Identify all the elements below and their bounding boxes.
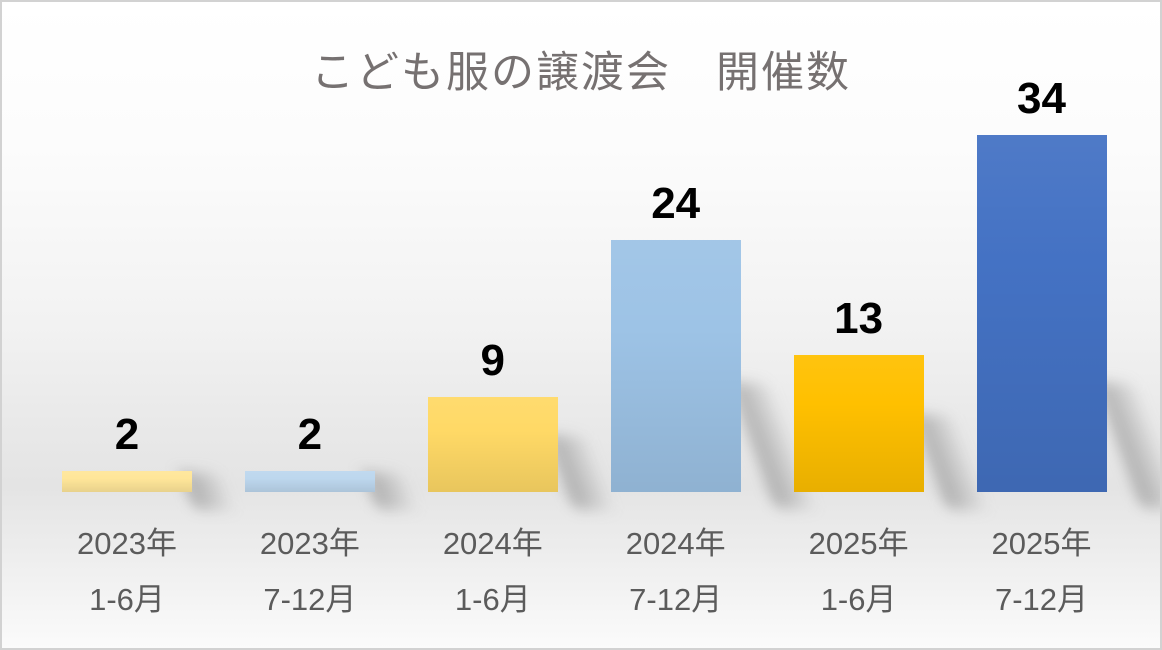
bar-2025年 7-12月 bbox=[976, 135, 1107, 492]
category-label-year: 2023年 bbox=[77, 526, 177, 561]
category-label: 2023年 7-12月 bbox=[215, 516, 405, 628]
category-label-months: 1-6月 bbox=[820, 582, 897, 617]
category-label: 2024年 7-12月 bbox=[581, 516, 771, 628]
category-label-months: 7-12月 bbox=[994, 582, 1089, 617]
category-label-year: 2025年 bbox=[808, 526, 909, 561]
category-label: 2024年 1-6月 bbox=[398, 516, 588, 628]
category-label-year: 2023年 bbox=[259, 526, 360, 561]
category-label: 2025年 1-6月 bbox=[764, 516, 954, 628]
value-label: 24 bbox=[651, 179, 701, 228]
category-label-months: 7-12月 bbox=[629, 582, 723, 617]
chart-title: こども服の譲渡会 開催数 bbox=[311, 49, 851, 97]
bar-2025年 1-6月 bbox=[793, 355, 924, 492]
category-label-months: 7-12月 bbox=[263, 582, 357, 617]
value-label: 9 bbox=[480, 336, 506, 385]
value-label: 34 bbox=[1017, 74, 1066, 123]
value-label: 13 bbox=[834, 294, 884, 343]
bar-2023年 7-12月 bbox=[244, 471, 375, 492]
category-label-year: 2024年 bbox=[625, 526, 726, 561]
category-label: 2023年 1-6月 bbox=[32, 516, 222, 628]
value-label: 2 bbox=[114, 410, 140, 459]
bar-2023年 1-6月 bbox=[62, 471, 192, 492]
category-label-year: 2024年 bbox=[442, 526, 543, 561]
category-label-months: 1-6月 bbox=[89, 582, 165, 617]
bar-2024年 7-12月 bbox=[610, 240, 741, 492]
bar-2024年 1-6月 bbox=[427, 397, 558, 492]
category-label-months: 1-6月 bbox=[454, 582, 531, 617]
value-label: 2 bbox=[297, 410, 323, 459]
category-label-year: 2025年 bbox=[991, 526, 1092, 561]
category-label: 2025年 7-12月 bbox=[947, 516, 1137, 628]
